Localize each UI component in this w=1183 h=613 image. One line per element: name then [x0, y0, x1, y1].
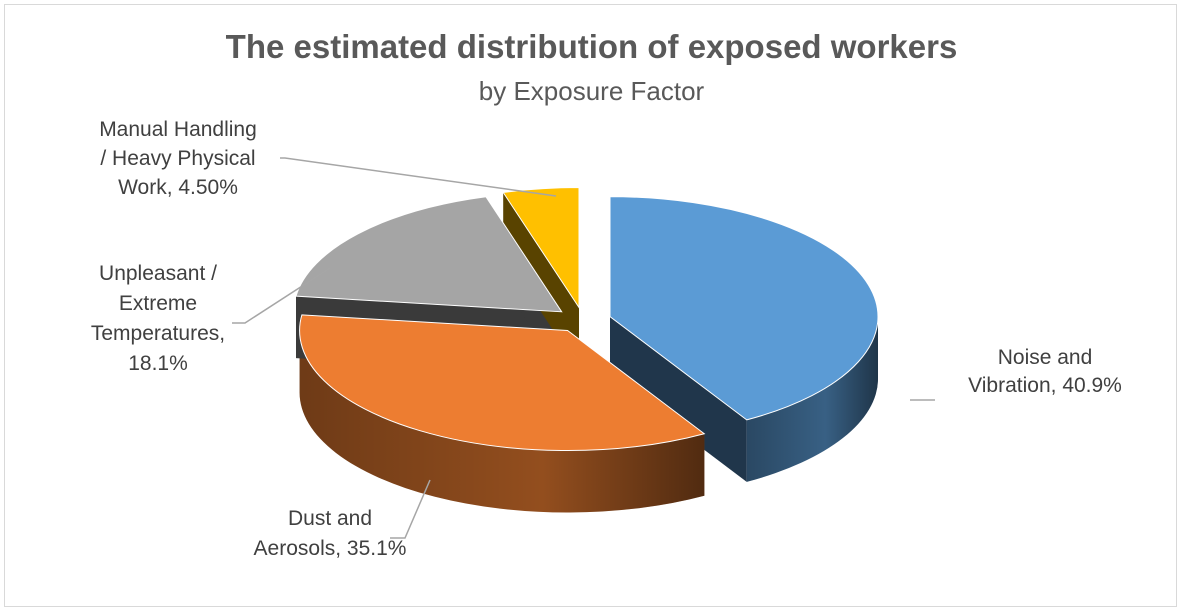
leader-line-manual-handling-heavy-physical-work	[280, 157, 557, 197]
data-label-unpleasant-extreme-temperatures: Unpleasant / Extreme Temperatures, 18.1%	[91, 262, 225, 375]
data-label-line: Work, 4.50%	[118, 176, 238, 199]
pie-slice-unpleasant-extreme-temperatures	[295, 196, 563, 313]
chart-title: The estimated distribution of exposed wo…	[225, 28, 958, 65]
data-label-line: Vibration, 40.9%	[968, 374, 1122, 397]
pie-wall-noise-and-vibration-1	[610, 316, 747, 482]
data-label-line: Manual Handling	[99, 118, 257, 141]
leader-lines	[232, 157, 935, 539]
data-label-line: Dust and	[288, 507, 372, 530]
leader-line-unpleasant-extreme-temperatures	[232, 267, 331, 324]
pie-side-shading-noise-and-vibration	[746, 316, 879, 482]
data-label-line: Aerosols, 35.1%	[254, 537, 407, 560]
pie-top-faces	[295, 187, 879, 451]
data-label-manual-handling-heavy-physical-work: Manual Handling / Heavy Physical Work, 4.5…	[99, 118, 257, 199]
data-label-line: Unpleasant /	[99, 262, 217, 285]
data-label-noise-and-vibration: Noise and Vibration, 40.9%	[968, 346, 1122, 397]
leader-line-dust-and-aerosols	[390, 479, 431, 539]
data-label-line: 18.1%	[128, 352, 188, 375]
pie-slice-dust-and-aerosols	[299, 314, 706, 451]
data-label-line: Temperatures,	[91, 322, 225, 345]
pie-slice-noise-and-vibration	[609, 196, 879, 421]
pie-slice-manual-handling-heavy-physical-work	[502, 187, 580, 310]
data-label-line: Noise and	[998, 346, 1093, 369]
data-labels: Noise and Vibration, 40.9% Dust and Aerosol…	[91, 118, 1122, 560]
chart-subtitle: by Exposure Factor	[478, 76, 705, 106]
pie-side-shading-dust-and-aerosols	[299, 330, 705, 513]
data-label-dust-and-aerosols: Dust and Aerosols, 35.1%	[254, 507, 407, 560]
data-label-line: / Heavy Physical	[100, 147, 255, 170]
data-label-line: Extreme	[119, 292, 197, 315]
